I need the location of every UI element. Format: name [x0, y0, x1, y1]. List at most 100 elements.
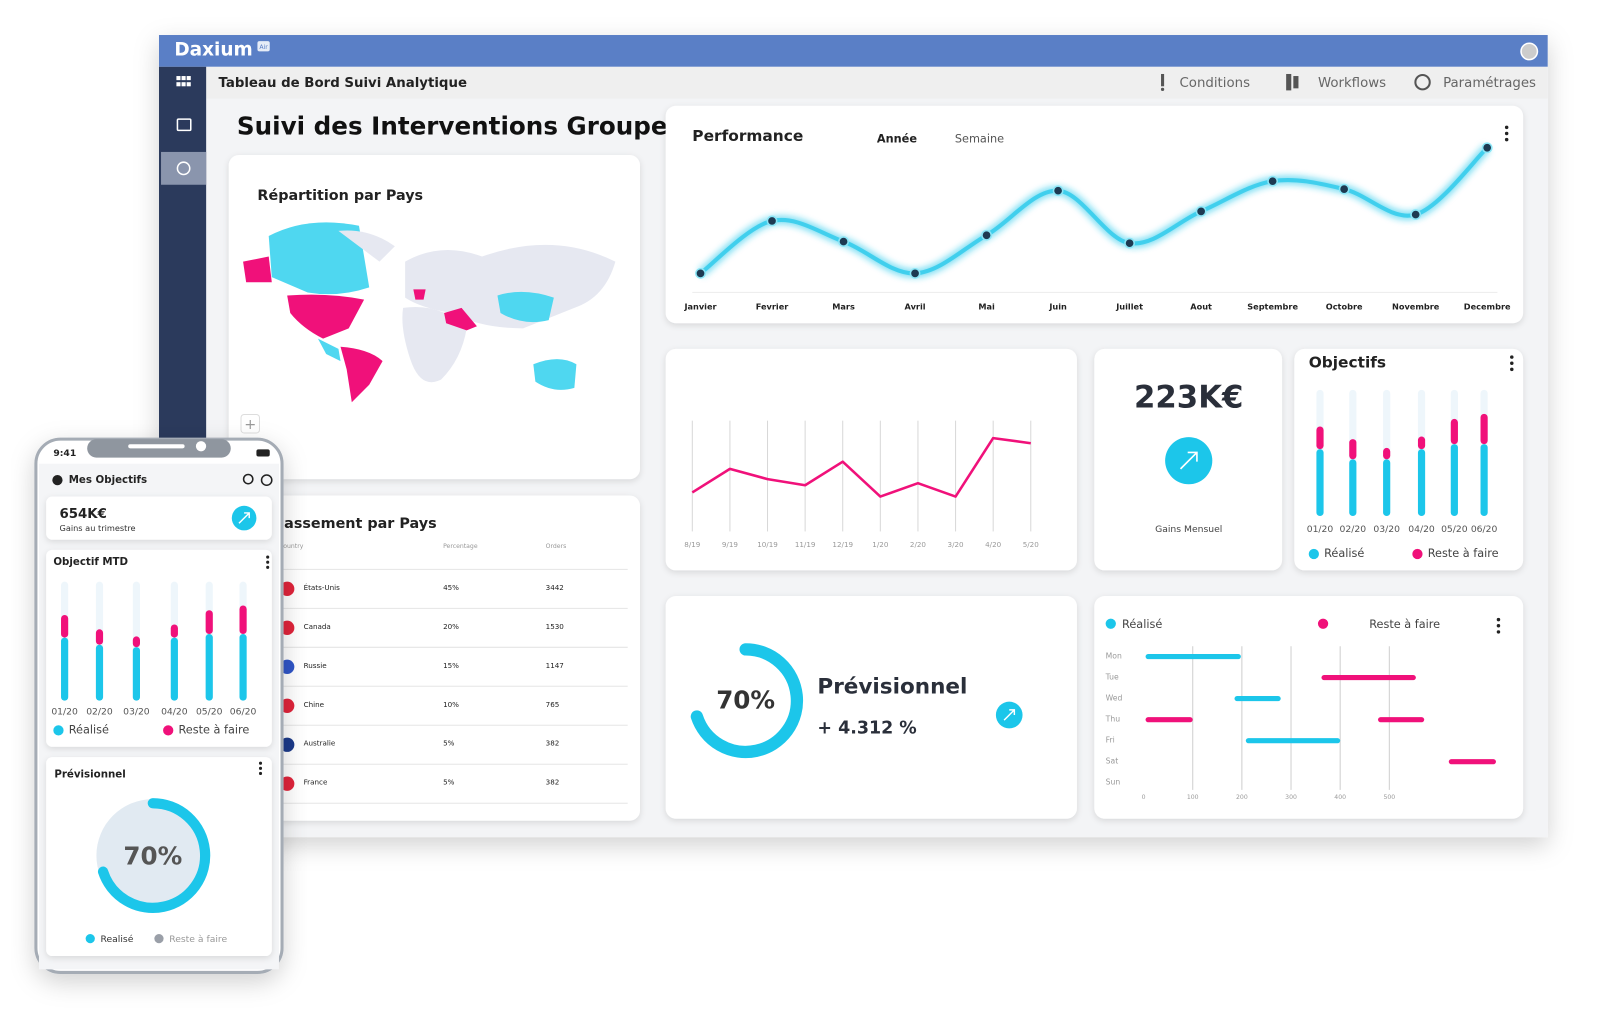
menu-icon[interactable] — [1496, 617, 1501, 634]
brand-badge: Air — [259, 44, 268, 51]
mobile-kpi-label: Gains au trimestre — [59, 523, 135, 533]
column-header: Country — [279, 543, 304, 550]
legend-label: Réalisé — [1122, 618, 1162, 631]
legend-label: Reste à faire — [1369, 618, 1440, 631]
row-label: Mon — [1106, 652, 1122, 661]
bar — [239, 634, 247, 701]
gantt-chart: Réalisé Reste à faire 0 100 200 300 400 500 Mon T… — [1105, 618, 1496, 801]
workflows-icon — [1293, 76, 1299, 89]
bar — [61, 637, 69, 701]
table-cell: 1530 — [546, 622, 565, 631]
legend-label: Réalisé — [1324, 547, 1364, 560]
bar — [1480, 413, 1488, 445]
gantt-bar — [1234, 696, 1281, 702]
trend-card — [665, 348, 1077, 571]
x-tick-label: 3/20 — [948, 540, 965, 549]
battery — [256, 449, 270, 457]
x-tick-label: Avril — [905, 301, 926, 311]
badge-bg — [257, 41, 270, 52]
mtd-chart: 01/20 02/20 03/20 04/20 05/20 06/20 Réalisé Res… — [51, 581, 256, 736]
menu-icon[interactable] — [258, 761, 263, 776]
mobile-title: Mes Objectifs — [69, 474, 147, 486]
sidebar — [158, 66, 207, 442]
x-tick-label: Aout — [1190, 301, 1212, 311]
table-cell: 45% — [443, 583, 459, 592]
ranking-card — [228, 495, 640, 821]
x-tick-label: 12/19 — [832, 540, 853, 549]
ring-arc — [97, 798, 211, 913]
table-cell: 3442 — [546, 583, 564, 592]
workflows-icon — [1286, 73, 1292, 91]
bar — [132, 636, 140, 648]
point — [1338, 183, 1350, 195]
ranking-table: Country Percentage Orders États-Unis 45% 3442… — [276, 543, 628, 804]
table-cell: États-Unis — [304, 583, 341, 592]
bar — [1450, 444, 1458, 517]
legend-label: Réalisé — [69, 723, 109, 736]
x-tick-label: 4/20 — [985, 540, 1002, 549]
menu-icon[interactable] — [266, 555, 270, 569]
tab-active[interactable]: Année — [877, 133, 917, 146]
x-tick-label: Septembre — [1247, 301, 1298, 311]
search-icon[interactable] — [242, 473, 254, 485]
bar — [1349, 439, 1357, 460]
bar — [205, 610, 213, 635]
x-tick-label: Mars — [832, 301, 855, 311]
legend-label: Reste à faire — [1428, 547, 1499, 560]
x-tick-label: 02/20 — [86, 706, 113, 717]
x-tick-label: Juillet — [1115, 301, 1143, 311]
card-title: Prévisionnel — [54, 769, 125, 781]
legend-dot — [85, 933, 95, 944]
zoom-button[interactable] — [240, 413, 260, 434]
menu-icon[interactable] — [1504, 125, 1509, 142]
back-icon[interactable] — [52, 475, 63, 486]
x-tick-label: 0 — [1142, 794, 1146, 801]
card-title: Performance — [692, 127, 803, 145]
x-tick-label: 1/20 — [872, 540, 889, 549]
kpi-value: 223K€ — [1134, 380, 1243, 416]
avatar[interactable] — [1520, 42, 1539, 61]
card-title: Objectif MTD — [53, 556, 128, 568]
toolbar-action[interactable]: Paramétrages — [1443, 75, 1536, 91]
apps-icon[interactable] — [176, 76, 191, 87]
legend: Realisé Reste à faire — [85, 933, 228, 945]
chart-icon[interactable] — [176, 161, 191, 176]
x-tick-label: 200 — [1236, 794, 1248, 801]
table-cell: 765 — [546, 700, 560, 709]
mobile-forecast-ring — [97, 798, 211, 913]
toolbar-action[interactable]: Workflows — [1318, 76, 1386, 91]
table-cell: 10% — [443, 700, 459, 709]
point — [1267, 175, 1279, 187]
table-cell: Russie — [304, 661, 328, 670]
gantt-bar — [1448, 759, 1496, 765]
card-title: Répartition par Pays — [257, 188, 423, 204]
forecast-ring — [690, 643, 804, 759]
phone-speaker — [128, 444, 185, 449]
x-tick-label: 9/19 — [722, 540, 739, 549]
x-tick-label: 01/20 — [51, 706, 78, 717]
menu-icon[interactable] — [1510, 355, 1514, 372]
table-cell: Australie — [304, 739, 336, 748]
line — [691, 436, 1031, 498]
x-tick-label: 03/20 — [123, 706, 150, 717]
bar — [132, 647, 140, 701]
settings-icon — [1414, 73, 1431, 91]
column-header: Orders — [546, 543, 567, 550]
table-cell: Chine — [304, 700, 325, 709]
bar — [1316, 426, 1324, 450]
x-tick-label: Mai — [978, 301, 995, 311]
tab[interactable]: Semaine — [955, 133, 1004, 146]
trend-chart: 8/19 9/19 10/19 11/19 12/19 1/20 2/20 3/20 4/20 5… — [684, 420, 1039, 549]
settings-icon[interactable] — [260, 474, 273, 487]
table-cell: Canada — [304, 622, 331, 631]
table-cell: 20% — [443, 622, 459, 631]
calendar-icon[interactable] — [176, 118, 192, 132]
point — [981, 229, 992, 241]
card-title: Objectifs — [1309, 354, 1386, 372]
bar — [205, 634, 213, 701]
ring-arc — [690, 643, 804, 759]
toolbar-action[interactable]: Conditions — [1179, 76, 1250, 91]
bar — [1349, 459, 1357, 517]
world-map — [243, 222, 616, 403]
